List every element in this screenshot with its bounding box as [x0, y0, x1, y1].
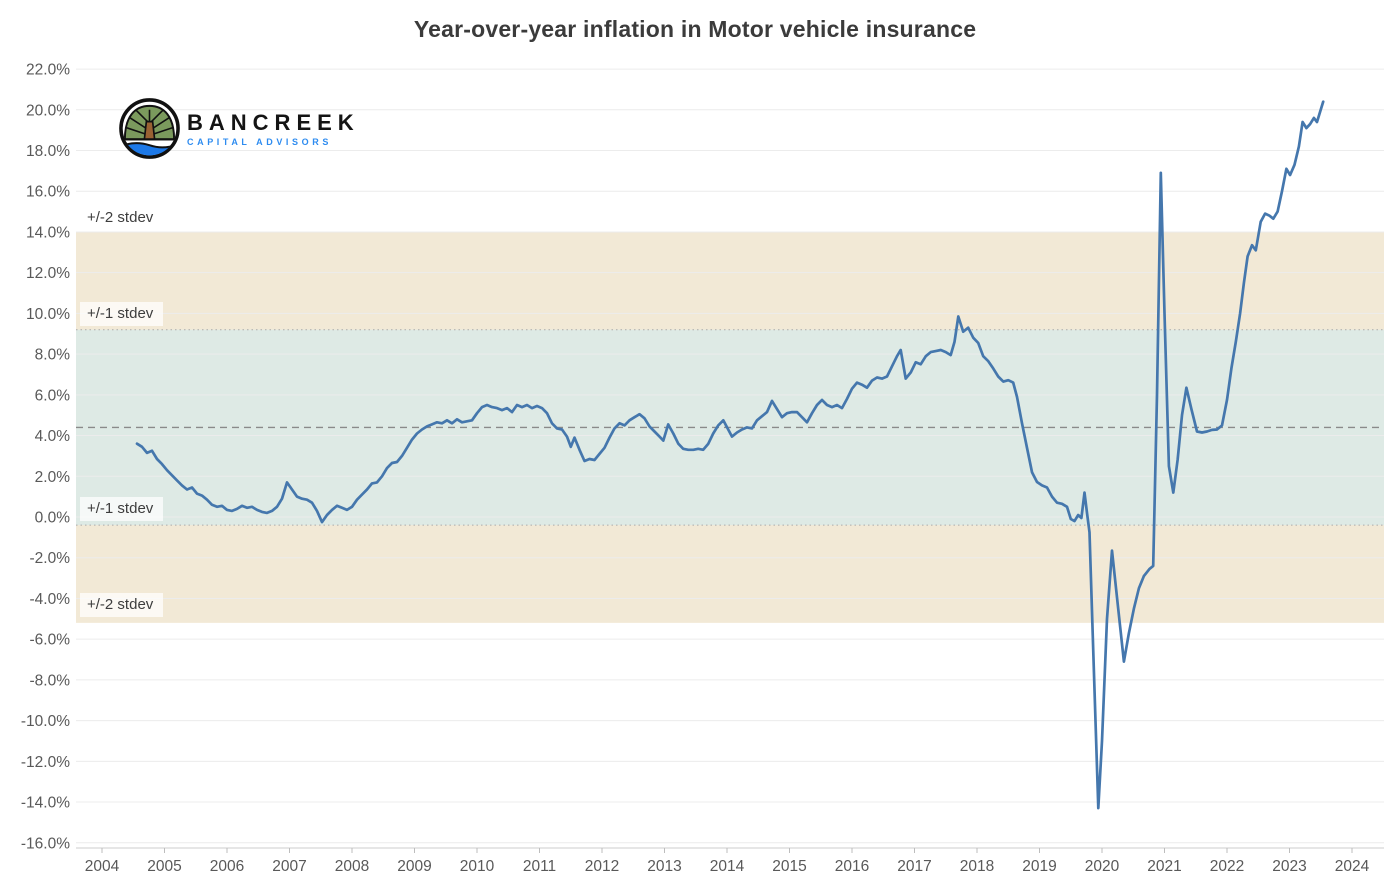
logo-subtitle: CAPITAL ADVISORS: [187, 136, 332, 147]
x-tick-label: 2008: [335, 858, 369, 875]
y-tick-label: 2.0%: [35, 469, 71, 486]
x-tick-label: 2022: [1210, 858, 1244, 875]
x-tick-label: 2023: [1272, 858, 1306, 875]
x-tick-label: 2007: [272, 858, 306, 875]
x-tick-label: 2018: [960, 858, 994, 875]
y-tick-label: 14.0%: [26, 224, 70, 241]
y-tick-label: 0.0%: [35, 510, 71, 527]
x-tick-label: 2005: [147, 858, 181, 875]
y-tick-label: -16.0%: [21, 835, 70, 852]
y-tick-label: 6.0%: [35, 387, 71, 404]
x-tick-label: 2013: [647, 858, 681, 875]
bancreek-logo: BANCREEK CAPITAL ADVISORS: [118, 97, 360, 160]
y-tick-label: 16.0%: [26, 184, 70, 201]
series-line: [135, 100, 1325, 810]
band-label-plus2-stdev: +/-2 stdev: [80, 206, 164, 231]
x-tick-label: 2020: [1085, 858, 1120, 875]
y-tick-label: 4.0%: [35, 428, 71, 445]
x-tick-label: 2012: [585, 858, 619, 875]
y-tick-label: 8.0%: [35, 347, 71, 364]
band-label-minus2-stdev: +/-2 stdev: [80, 592, 164, 617]
x-tick-label: 2009: [397, 858, 431, 875]
chart-title: Year-over-year inflation in Motor vehicl…: [413, 16, 977, 42]
y-tick-label: 20.0%: [26, 102, 70, 119]
y-tick-label: -14.0%: [21, 795, 70, 812]
x-tick-label: 2021: [1147, 858, 1181, 875]
y-tick-label: 22.0%: [26, 62, 70, 79]
logo-name: BANCREEK: [187, 109, 360, 135]
x-tick-label: 2014: [710, 858, 745, 875]
band-label-plus1-stdev: +/-1 stdev: [80, 302, 164, 327]
y-tick-label: -4.0%: [30, 591, 71, 608]
y-tick-label: -2.0%: [30, 550, 71, 567]
x-tick-label: 2010: [460, 858, 495, 875]
band-label-minus1-stdev: +/-1 stdev: [80, 496, 164, 521]
x-tick-label: 2011: [523, 858, 556, 875]
x-tick-label: 2015: [772, 858, 806, 875]
y-tick-label: -6.0%: [30, 632, 71, 649]
y-tick-label: 12.0%: [26, 265, 70, 282]
x-tick-label: 2019: [1022, 858, 1056, 875]
y-tick-label: -12.0%: [21, 754, 70, 771]
tree-water-logo-icon: [119, 98, 180, 159]
x-tick-label: 2006: [210, 858, 244, 875]
x-tick-label: 2017: [897, 858, 931, 875]
x-tick-label: 2016: [835, 858, 869, 875]
x-tick-label: 2004: [85, 858, 120, 875]
y-tick-label: -10.0%: [21, 713, 70, 730]
y-tick-label: 10.0%: [26, 306, 70, 323]
x-tick-label: 2024: [1335, 858, 1370, 875]
y-tick-label: -8.0%: [30, 672, 71, 689]
logo-wordmark: BANCREEK CAPITAL ADVISORS: [187, 109, 360, 147]
y-tick-label: 18.0%: [26, 143, 70, 160]
